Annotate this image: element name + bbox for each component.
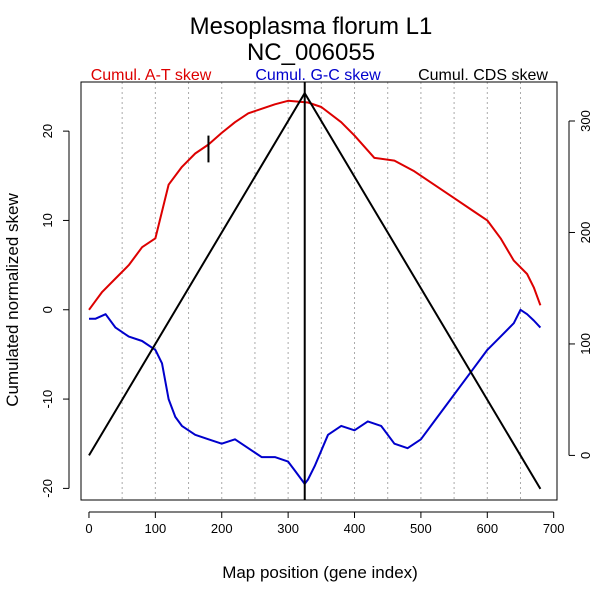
x-axis-label: Map position (gene index) <box>222 563 418 582</box>
markers <box>207 82 306 500</box>
x-tick-label: 300 <box>277 521 299 536</box>
series-line-2 <box>88 92 542 490</box>
y2-tick-label: 300 <box>578 110 593 132</box>
chart-title: Mesoplasma florum L1 <box>190 13 433 40</box>
x-tick-label: 100 <box>145 521 167 536</box>
y2-tick-label: 100 <box>578 333 593 355</box>
x-tick-label: 0 <box>85 521 92 536</box>
series-line-0 <box>88 99 542 311</box>
legend-gc-skew: Cumul. G-C skew <box>255 67 381 84</box>
grid-lines <box>121 82 521 500</box>
x-tick-label: 200 <box>211 521 233 536</box>
x-tick-label: 500 <box>410 521 432 536</box>
y-tick-label: -10 <box>40 390 55 409</box>
legend-at-skew: Cumul. A-T skew <box>91 67 212 84</box>
y-axis-label: Cumulated normalized skew <box>3 193 22 407</box>
x-tick-label: 400 <box>344 521 366 536</box>
x-tick-label: 700 <box>543 521 565 536</box>
y-tick-label: 10 <box>40 213 55 227</box>
plot-frame <box>80 81 558 501</box>
chart-subtitle: NC_006055 <box>247 39 375 66</box>
legend-cds-skew: Cumul. CDS skew <box>418 67 548 84</box>
series-lines <box>88 92 542 490</box>
y-tick-label: 20 <box>40 124 55 138</box>
y2-tick-label: 200 <box>578 222 593 244</box>
x-tick-label: 600 <box>476 521 498 536</box>
series-line-1 <box>89 308 542 485</box>
y2-tick-label: 0 <box>578 452 593 459</box>
y-tick-label: -20 <box>40 479 55 498</box>
axes: 0 100 200 300 400 500 600 700-20-10010200100200… <box>40 110 593 536</box>
y-tick-label: 0 <box>40 306 55 313</box>
